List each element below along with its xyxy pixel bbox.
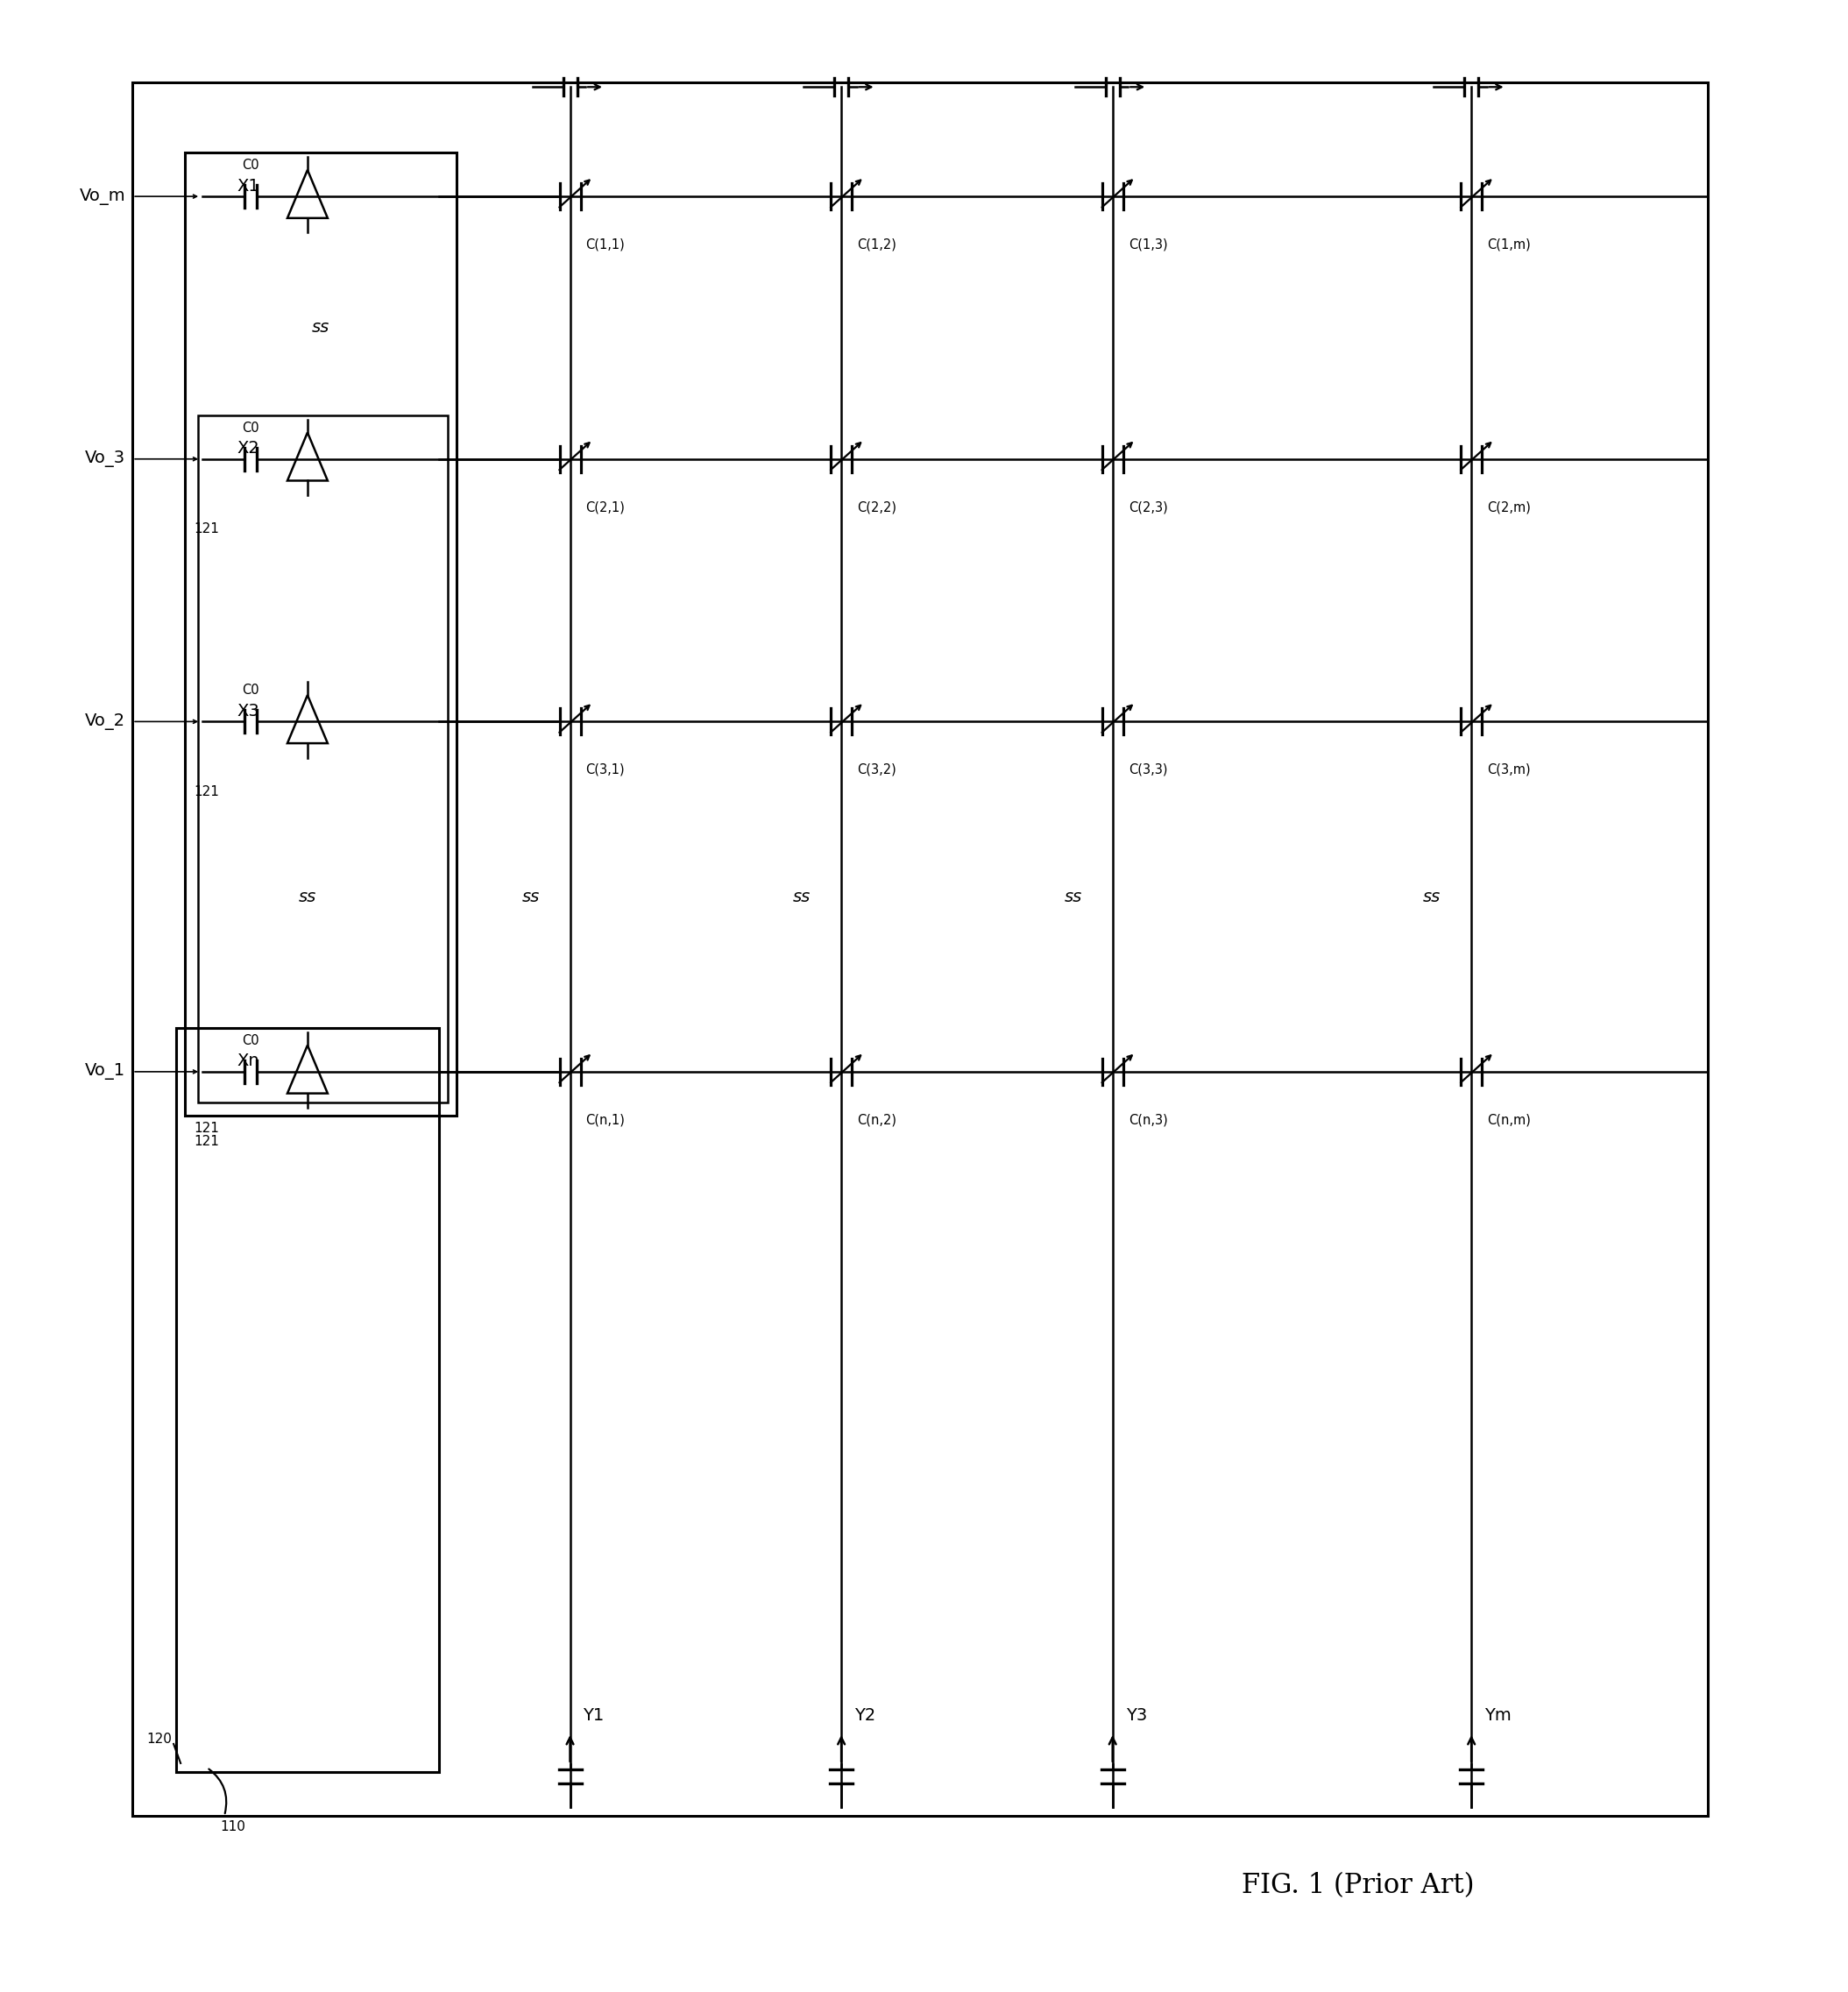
Text: ss: ss	[521, 888, 540, 904]
Text: C0: C0	[242, 159, 259, 171]
Text: ss: ss	[312, 319, 329, 337]
Text: ss: ss	[1423, 888, 1441, 904]
Text: 121: 121	[194, 1135, 220, 1147]
Text: C(n,1): C(n,1)	[586, 1114, 625, 1125]
Text: C0: C0	[242, 683, 259, 697]
Text: C(3,2): C(3,2)	[857, 763, 896, 777]
Text: Vo_2: Vo_2	[85, 713, 126, 729]
Text: C0: C0	[242, 422, 259, 434]
Text: X3: X3	[237, 703, 259, 719]
Text: 110: 110	[220, 1821, 246, 1833]
Text: 121: 121	[194, 522, 220, 536]
Text: C(3,m): C(3,m)	[1488, 763, 1530, 777]
Text: C(n,m): C(n,m)	[1488, 1114, 1530, 1125]
Text: C(2,1): C(2,1)	[586, 500, 625, 514]
Text: X1: X1	[237, 177, 259, 195]
Text: X2: X2	[237, 440, 259, 456]
Text: C0: C0	[242, 1034, 259, 1048]
Bar	[198, 414, 447, 1102]
Text: C(1,m): C(1,m)	[1488, 237, 1530, 251]
Text: 121: 121	[194, 785, 220, 799]
Text: C(2,3): C(2,3)	[1129, 500, 1168, 514]
Text: C(2,m): C(2,m)	[1488, 500, 1530, 514]
Text: C(n,2): C(n,2)	[857, 1114, 896, 1125]
Text: C(1,3): C(1,3)	[1129, 237, 1168, 251]
Text: 121: 121	[194, 1121, 220, 1135]
Text: C(3,3): C(3,3)	[1129, 763, 1168, 777]
Text: Y1: Y1	[584, 1707, 604, 1723]
Text: C(3,1): C(3,1)	[586, 763, 625, 777]
Bar	[185, 153, 456, 1116]
Text: Vo_m: Vo_m	[79, 187, 126, 205]
Text: C(2,2): C(2,2)	[857, 500, 896, 514]
Text: Ym: Ym	[1484, 1707, 1512, 1723]
Text: ss: ss	[299, 888, 316, 904]
Text: 120: 120	[146, 1733, 172, 1745]
Text: FIG. 1 (Prior Art): FIG. 1 (Prior Art)	[1242, 1872, 1475, 1898]
Text: C(n,3): C(n,3)	[1129, 1114, 1168, 1125]
Text: Y3: Y3	[1125, 1707, 1148, 1723]
Text: C(1,1): C(1,1)	[586, 237, 625, 251]
Text: ss: ss	[1064, 888, 1083, 904]
Bar	[133, 82, 1708, 1817]
Text: C(1,2): C(1,2)	[857, 237, 896, 251]
Text: Vo_1: Vo_1	[85, 1064, 126, 1080]
Text: Xn: Xn	[237, 1054, 259, 1070]
Text: Y2: Y2	[854, 1707, 876, 1723]
Bar	[176, 1028, 438, 1773]
Text: Vo_3: Vo_3	[85, 450, 126, 468]
Text: ss: ss	[793, 888, 811, 904]
